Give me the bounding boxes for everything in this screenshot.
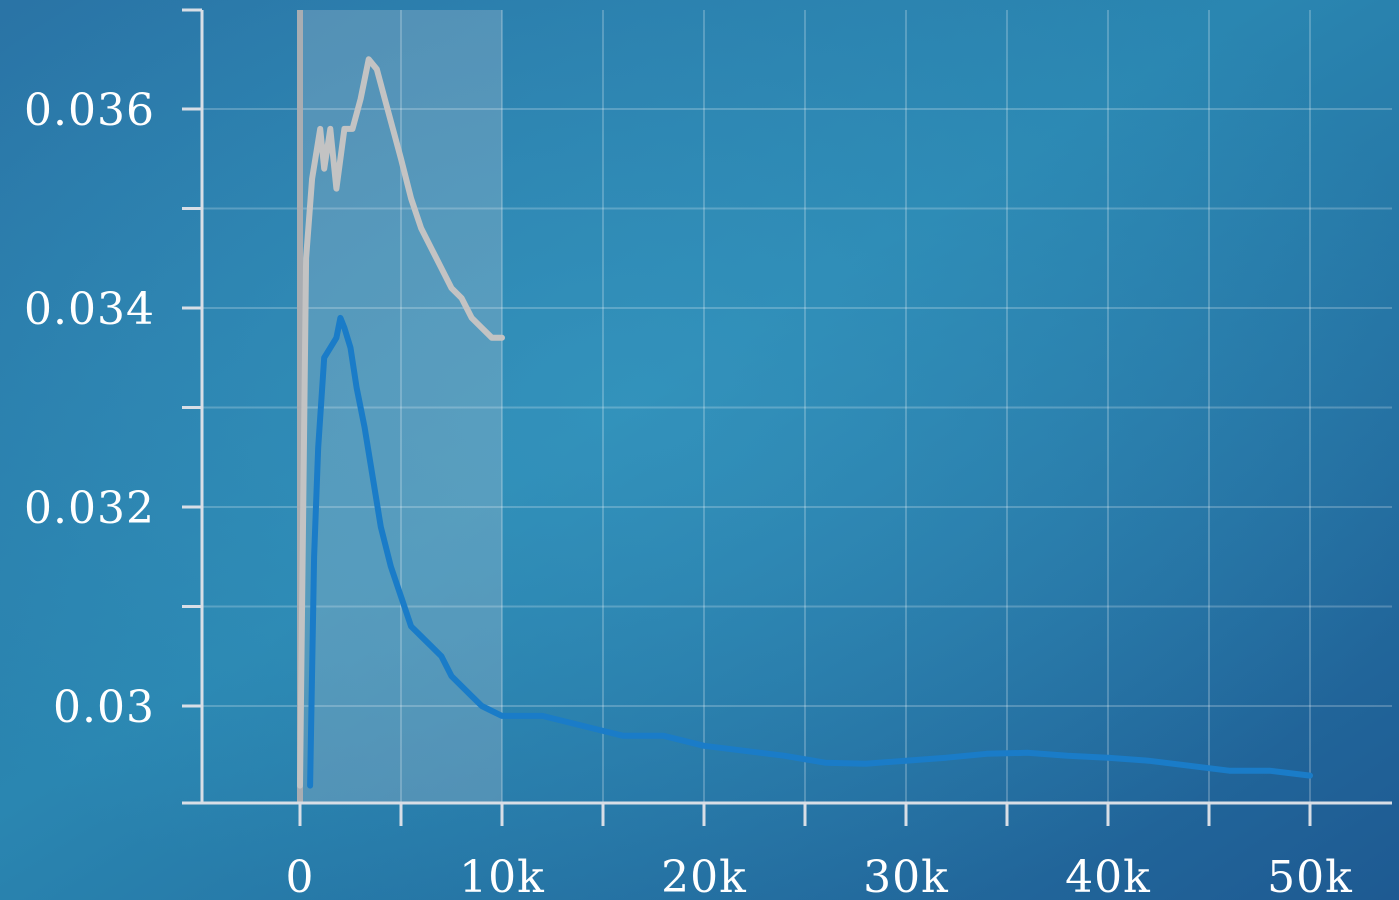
y-tick-label: 0.03 — [53, 682, 155, 733]
series-line-1 — [297, 56, 505, 789]
x-tick-label: 0 — [286, 852, 315, 900]
x-tick-label: 50k — [1267, 852, 1353, 900]
series-line-2 — [307, 314, 1313, 789]
x-tick-label: 30k — [863, 852, 949, 900]
y-tick-label: 0.036 — [24, 85, 155, 136]
x-tick-label: 10k — [459, 852, 545, 900]
y-tick-label: 0.034 — [24, 284, 155, 335]
x-tick-label: 40k — [1065, 852, 1151, 900]
y-tick-label: 0.032 — [24, 483, 155, 534]
x-tick-label: 20k — [661, 852, 747, 900]
